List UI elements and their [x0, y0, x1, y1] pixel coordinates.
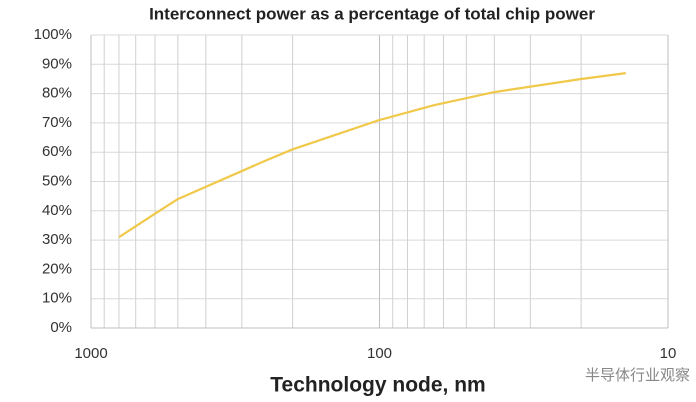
y-tick-label: 40%	[42, 202, 72, 219]
x-tick-label: 1000	[74, 345, 107, 362]
watermark: 半导体行业观察	[585, 366, 690, 384]
data-line	[118, 72, 626, 239]
y-tick-label: 80%	[42, 85, 72, 102]
y-tick-label: 90%	[42, 55, 72, 72]
y-tick-label: 20%	[42, 260, 72, 277]
y-tick-label: 70%	[42, 114, 72, 131]
y-tick-label: 10%	[42, 290, 72, 307]
x-tick-label: 10	[660, 345, 677, 362]
y-tick-label: 60%	[42, 143, 72, 160]
x-tick-label: 100	[367, 345, 392, 362]
y-tick-label: 100%	[34, 26, 72, 43]
y-tick-label: 30%	[42, 231, 72, 248]
chart-title: Interconnect power as a percentage of to…	[149, 4, 595, 23]
x-axis-label: Technology node, nm	[270, 374, 485, 397]
y-tick-label: 0%	[50, 319, 72, 336]
y-tick-label: 50%	[42, 172, 72, 189]
